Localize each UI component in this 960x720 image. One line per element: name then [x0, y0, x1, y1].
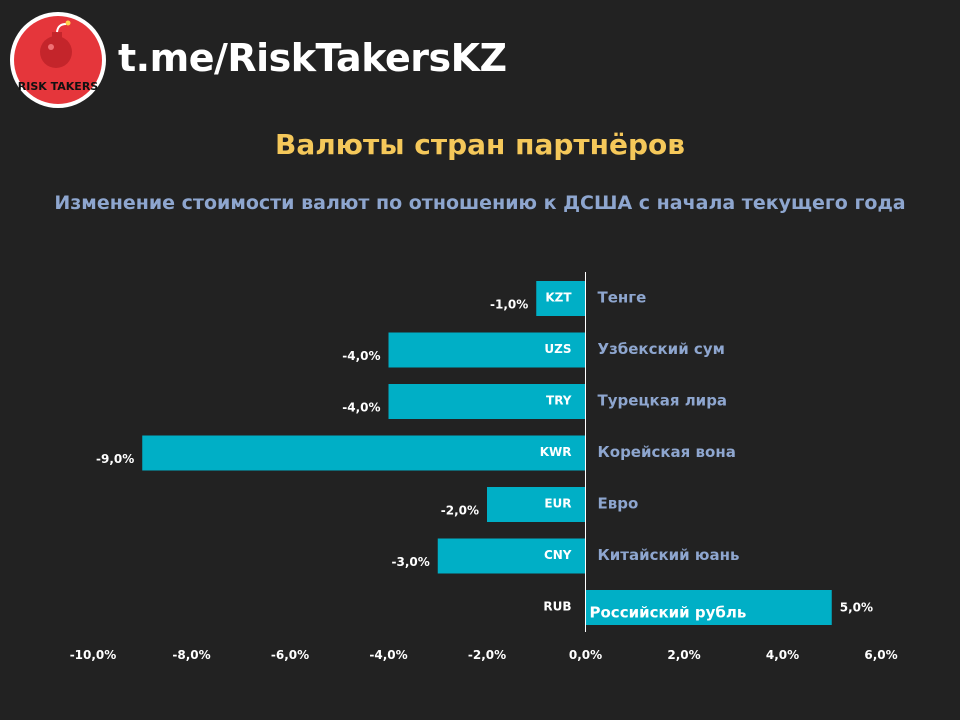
x-tick-label: 0,0%	[569, 648, 602, 662]
currency-name: Российский рубль	[590, 604, 747, 622]
currency-name: Евро	[598, 495, 639, 513]
currency-name: Узбекский сум	[598, 340, 725, 358]
x-tick-label: -8,0%	[172, 648, 210, 662]
value-label: -1,0%	[490, 298, 528, 312]
value-label: -4,0%	[342, 349, 380, 363]
bar-try	[388, 384, 586, 419]
currency-name: Турецкая лира	[598, 392, 728, 410]
bar-kwr	[142, 435, 586, 471]
bomb-icon	[40, 36, 72, 68]
category-code: CNY	[544, 548, 572, 562]
chart-subtitle: Изменение стоимости валют по отношению к…	[54, 192, 906, 214]
x-tick-label: -6,0%	[271, 648, 309, 662]
risk-takers-logo: RISK TAKERS	[10, 12, 106, 108]
value-label: -9,0%	[96, 452, 134, 466]
x-tick-label: -10,0%	[70, 648, 117, 662]
currency-name: Тенге	[598, 289, 647, 307]
currency-name: Китайский юань	[598, 546, 740, 564]
logo-text: RISK TAKERS	[18, 80, 99, 93]
value-label: -2,0%	[441, 504, 479, 518]
bar-kzt	[536, 281, 586, 316]
x-tick-label: 2,0%	[667, 648, 700, 662]
x-tick-label: -4,0%	[369, 648, 407, 662]
value-label: -3,0%	[391, 555, 429, 569]
category-code: RUB	[543, 600, 571, 614]
channel-handle[interactable]: t.me/RiskTakersKZ	[118, 36, 507, 80]
category-code: TRY	[546, 394, 572, 408]
chart-title: Валюты стран партнёров	[275, 128, 685, 161]
value-label: -4,0%	[342, 401, 380, 415]
currency-name: Корейская вона	[598, 443, 736, 461]
value-label: 5,0%	[840, 601, 873, 615]
bar-uzs	[388, 332, 586, 368]
category-code: UZS	[544, 342, 571, 356]
bar-cny	[437, 538, 586, 574]
bar-rub	[585, 590, 832, 625]
category-code: EUR	[544, 497, 571, 511]
category-code: KWR	[540, 445, 572, 459]
category-code: KZT	[545, 291, 572, 305]
bar-eur	[487, 487, 586, 522]
x-tick-label: 6,0%	[864, 648, 897, 662]
x-tick-label: 4,0%	[766, 648, 799, 662]
x-tick-label: -2,0%	[468, 648, 506, 662]
